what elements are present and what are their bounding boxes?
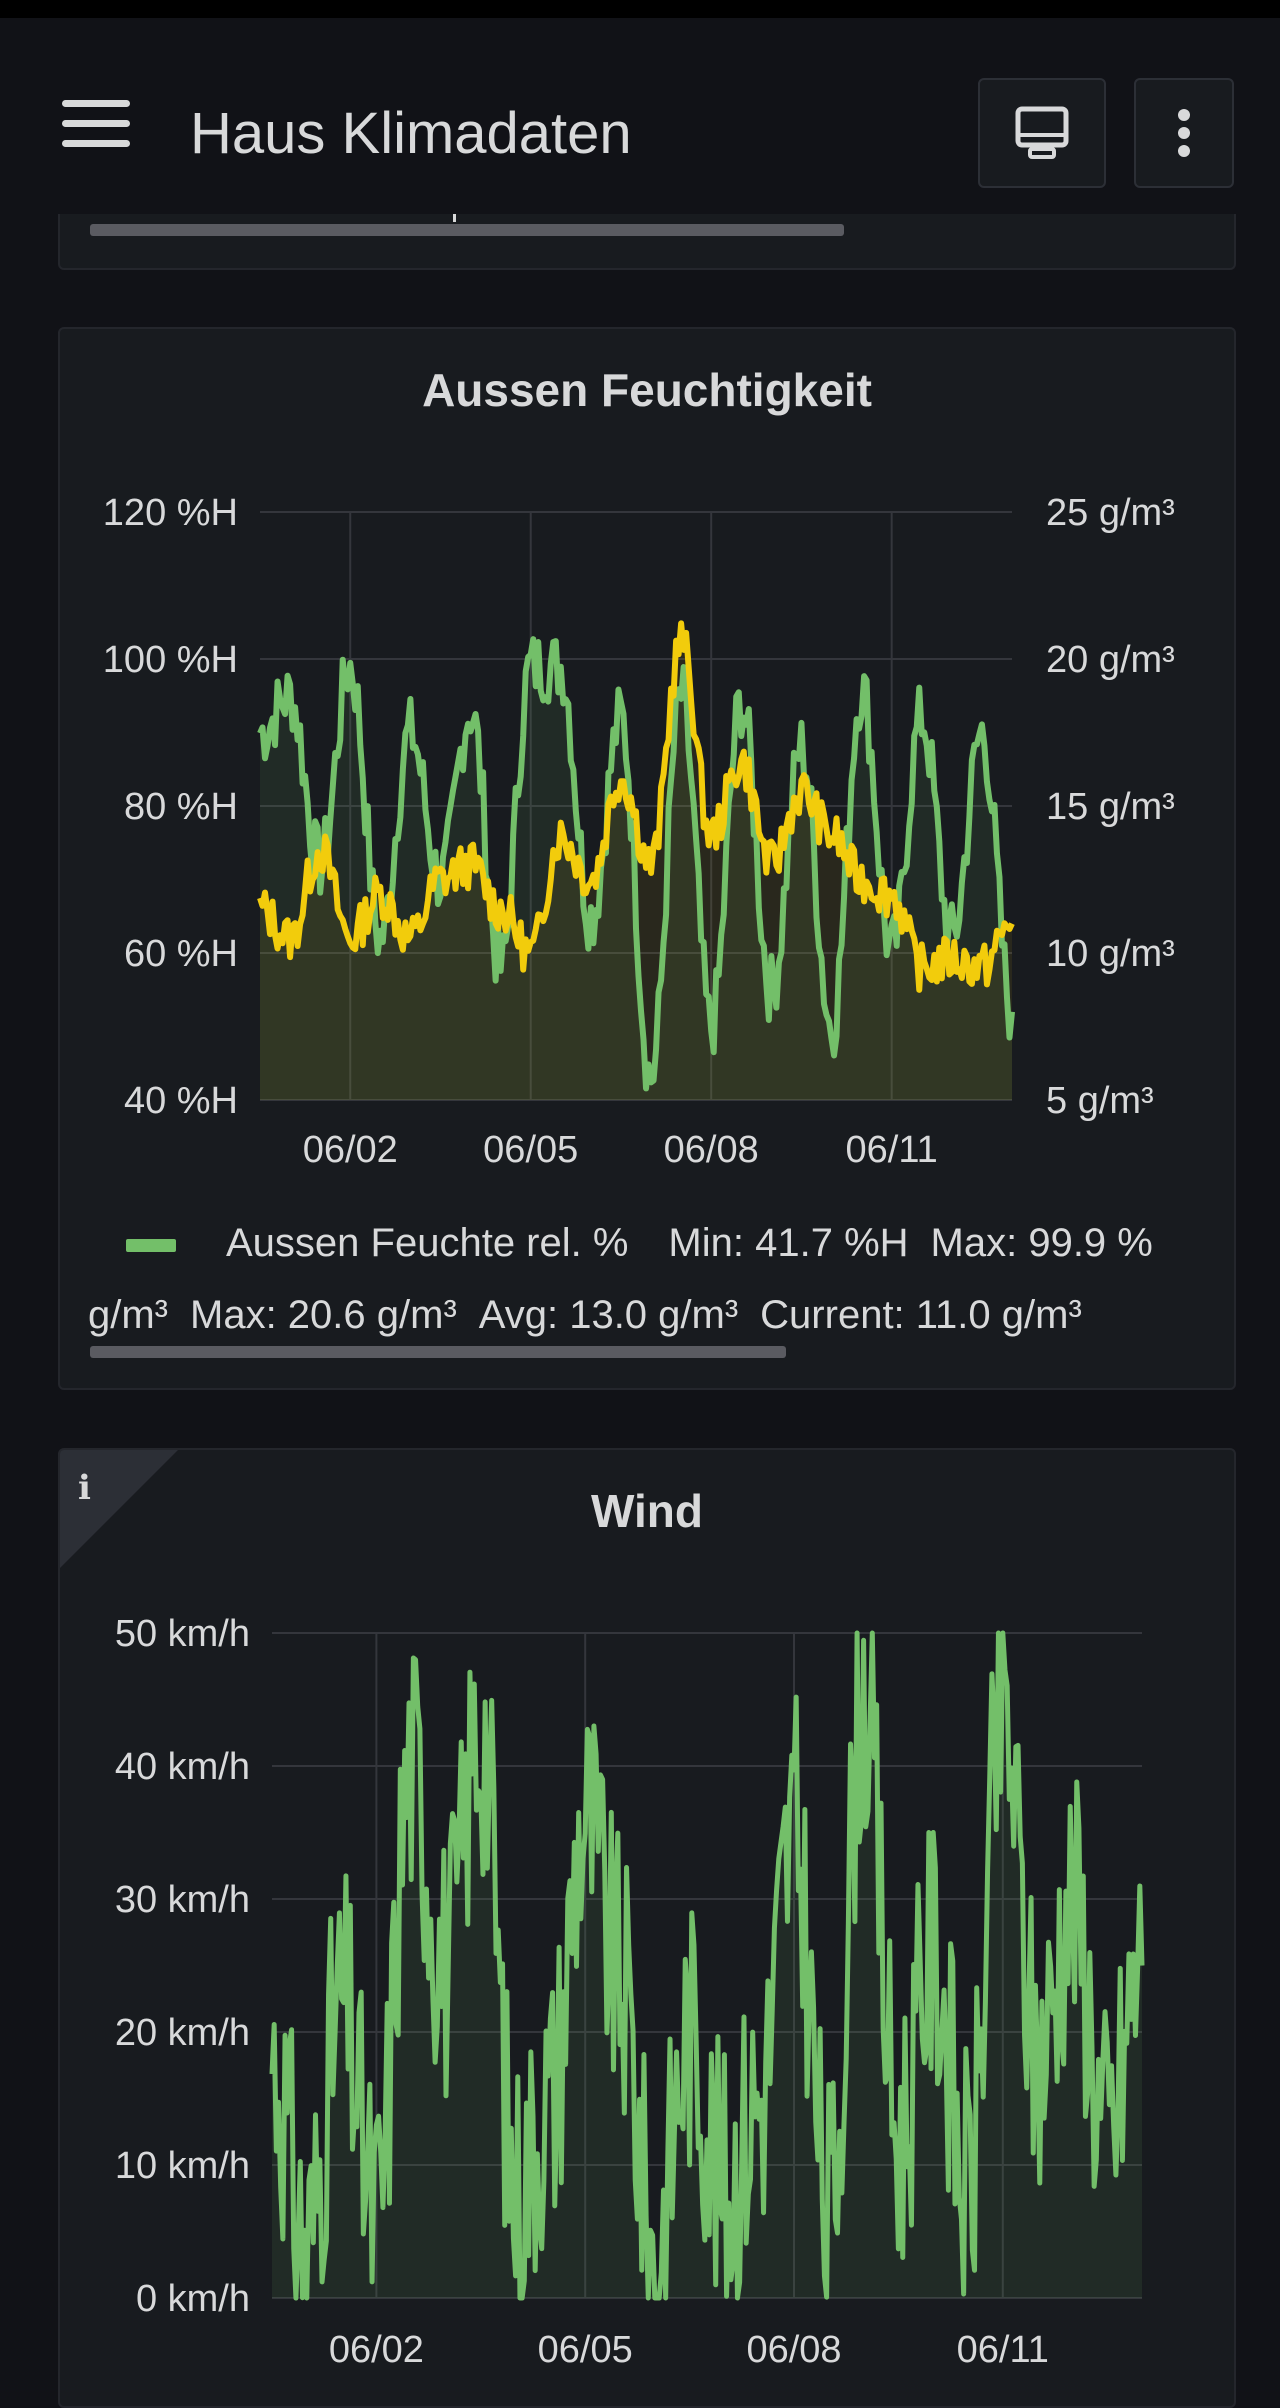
- y-left-tick-label: 120 %H: [103, 492, 238, 534]
- humidity-chart: 40 %H 5 g/m³ 60 %H 10 g/m³ 80 %H 15 g/m³ 100 %…: [103, 492, 1175, 1171]
- panel-title[interactable]: Wind: [591, 1485, 703, 1537]
- horizontal-scrollbar[interactable]: [90, 224, 844, 236]
- humidity-panel: Aussen Feuchtigkeit 40 %H 5 g/m³ 60 %H 10 g…: [58, 327, 1236, 1390]
- y-left-tick-label: 100 %H: [103, 639, 238, 681]
- y-tick-label: 10 km/h: [115, 2145, 250, 2187]
- y-tick-label: 30 km/h: [115, 1879, 250, 1921]
- dashboard-title: Haus Klimadaten: [190, 101, 632, 166]
- y-tick-label: 20 km/h: [115, 2012, 250, 2054]
- y-right-tick-label: 5 g/m³: [1046, 1080, 1154, 1122]
- x-tick-label: 06/08: [746, 2329, 841, 2371]
- y-right-tick-label: 15 g/m³: [1046, 786, 1175, 828]
- y-right-tick-label: 25 g/m³: [1046, 492, 1175, 534]
- wind-panel: i Wind 0 km/h 10 km/h 20 km/h 30 km/h 40 km/…: [58, 1448, 1236, 2408]
- y-tick-label: 40 km/h: [115, 1746, 250, 1788]
- legend-row-1: Aussen Feuchte rel. % Min: 41.7 %H Max: 99…: [126, 1221, 1153, 1266]
- top-bar: Haus Klimadaten: [0, 18, 1280, 214]
- wind-chart: 0 km/h 10 km/h 20 km/h 30 km/h 40 km/h 50 km/…: [115, 1613, 1145, 2371]
- y-tick-label: 50 km/h: [115, 1613, 250, 1655]
- y-left-tick-label: 40 %H: [124, 1080, 238, 1122]
- more-options-button[interactable]: [1134, 78, 1234, 188]
- x-tick-label: 06/02: [329, 2329, 424, 2371]
- y-left-tick-label: 60 %H: [124, 933, 238, 975]
- status-bar: [0, 0, 1280, 18]
- legend2-max: Max: 20.6 g/m³: [190, 1293, 457, 1337]
- legend-row-2: g/m³ Max: 20.6 g/m³ Avg: 13.0 g/m³ Current:…: [88, 1293, 1082, 1338]
- series-line-yellow: [257, 620, 1015, 993]
- panel-title[interactable]: Aussen Feuchtigkeit: [422, 364, 872, 416]
- series-line-wind: [269, 1630, 1145, 2301]
- tv-mode-button[interactable]: [978, 78, 1106, 188]
- monitor-icon: [1015, 106, 1069, 159]
- hamburger-menu-icon[interactable]: [58, 96, 134, 152]
- legend2-unit-fragment: g/m³: [88, 1293, 168, 1337]
- y-right-tick-label: 10 g/m³: [1046, 933, 1175, 975]
- legend-max: Max: 99.9 %: [930, 1221, 1153, 1265]
- legend2-avg: Avg: 13.0 g/m³: [478, 1293, 739, 1337]
- legend2-current: Current: 11.0 g/m³: [760, 1293, 1082, 1337]
- legend-swatch-green: [126, 1238, 176, 1252]
- previous-panel: [58, 214, 1236, 270]
- y-left-tick-label: 80 %H: [124, 786, 238, 828]
- info-icon[interactable]: i: [78, 1468, 91, 1508]
- series-line-green: [257, 636, 1015, 1092]
- x-tick-label: 06/02: [303, 1129, 398, 1171]
- x-tick-label: 06/05: [538, 2329, 633, 2371]
- legend-min: Min: 41.7 %H: [668, 1221, 909, 1265]
- x-tick-label: 06/11: [846, 1129, 938, 1171]
- scroll-tick: [453, 214, 456, 222]
- x-tick-label: 06/08: [664, 1129, 759, 1171]
- info-corner: [60, 1450, 178, 1568]
- legend-series-name[interactable]: Aussen Feuchte rel. %: [226, 1221, 629, 1265]
- y-right-tick-label: 20 g/m³: [1046, 639, 1175, 681]
- x-tick-label: 06/05: [483, 1129, 578, 1171]
- y-tick-label: 0 km/h: [136, 2278, 250, 2320]
- x-tick-label: 06/11: [957, 2329, 1049, 2371]
- legend-horizontal-scrollbar[interactable]: [90, 1346, 786, 1358]
- more-vertical-icon: [1178, 109, 1190, 157]
- series-area-green: [260, 639, 1012, 1100]
